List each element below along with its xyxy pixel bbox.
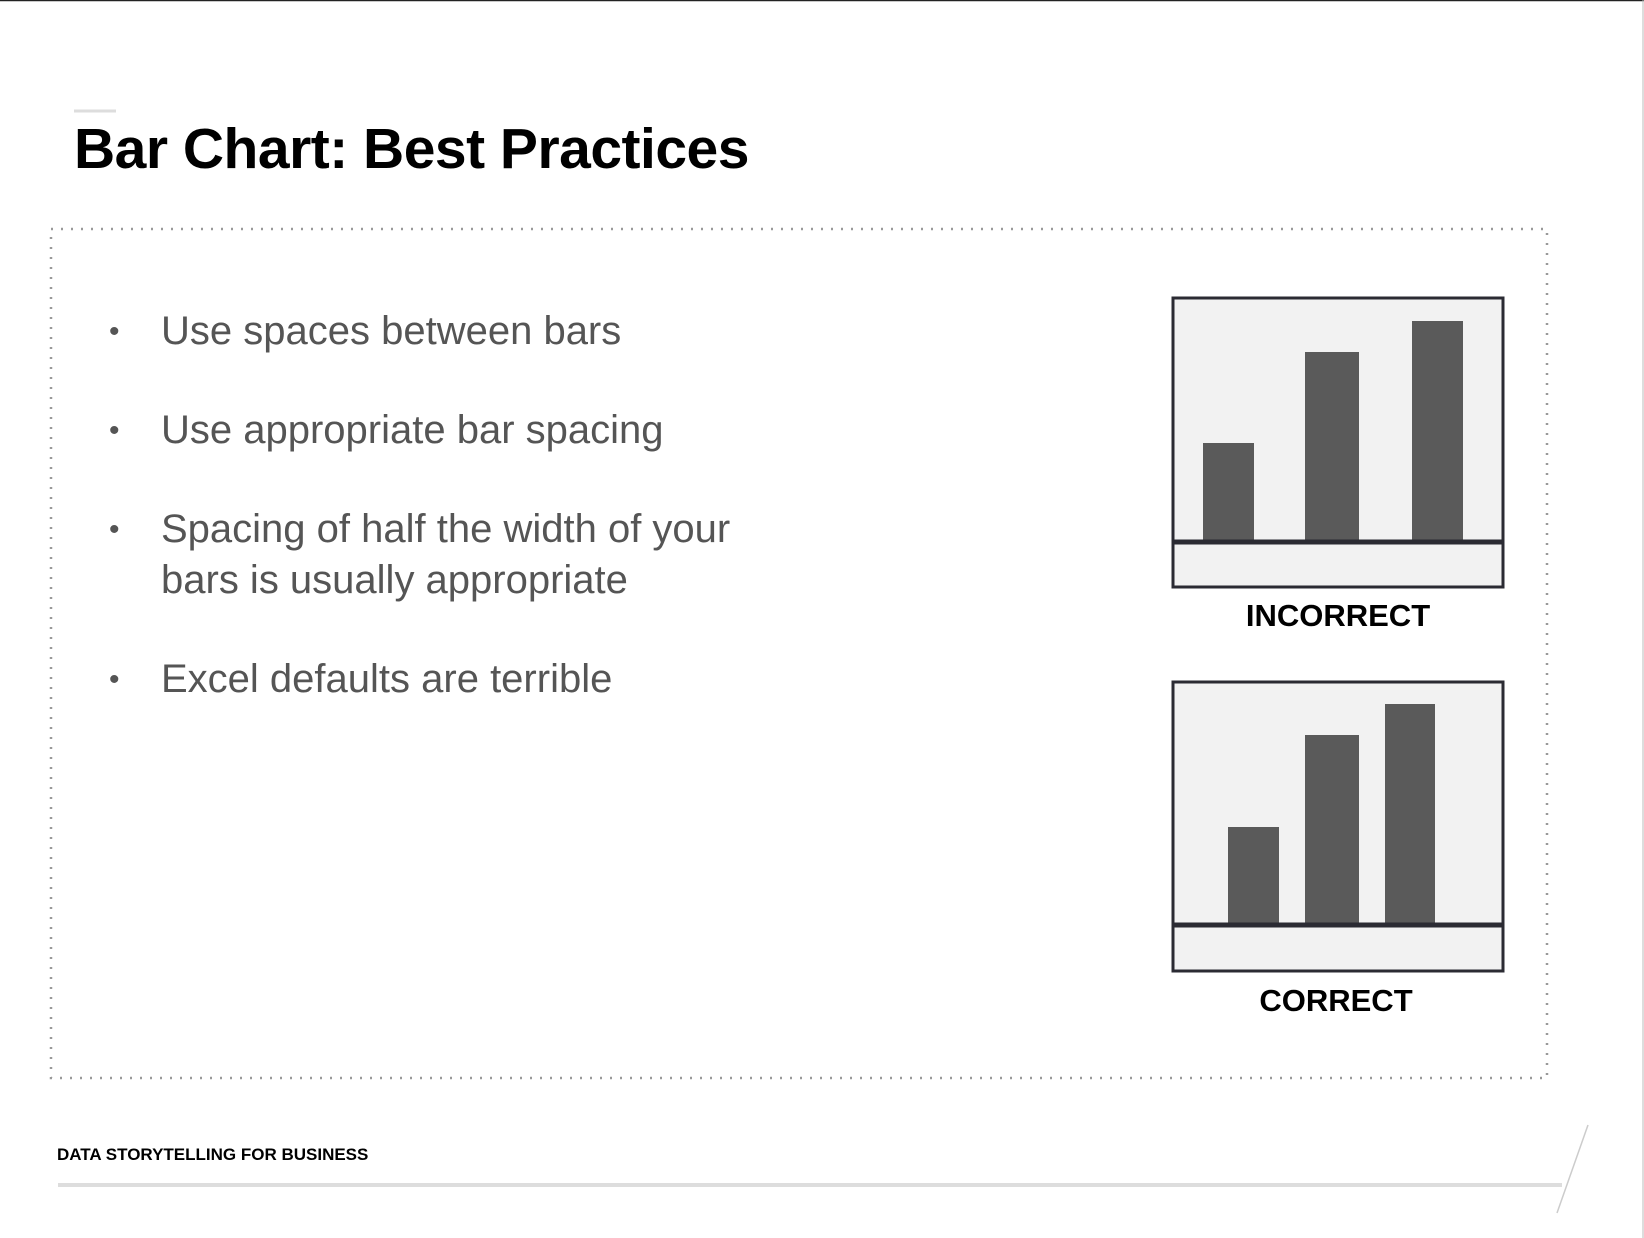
illustration-bar <box>1228 827 1279 925</box>
bullet-item: Use spaces between bars <box>109 306 761 357</box>
footer-slash <box>1556 1124 1589 1214</box>
illustration-bar <box>1385 704 1435 925</box>
bullet-item: Excel defaults are terrible <box>109 654 761 705</box>
correct-illustration <box>1171 680 1505 973</box>
bullet-item: Use appropriate bar spacing <box>109 405 761 456</box>
illustration-bar <box>1305 735 1359 925</box>
illustration-bar <box>1203 443 1254 542</box>
illustration-bar <box>1305 352 1359 542</box>
figure-label: INCORRECT <box>1245 598 1431 633</box>
content-frame <box>49 227 1549 1080</box>
illustration-bar <box>1412 321 1463 542</box>
figure-label: CORRECT <box>1259 983 1413 1018</box>
slide-title: Bar Chart: Best Practices <box>74 117 749 181</box>
bullet-list: Use spaces between bars Use appropriate … <box>109 306 775 753</box>
incorrect-illustration <box>1171 296 1505 589</box>
footer-text: DATA STORYTELLING FOR BUSINESS <box>57 1145 369 1164</box>
bullet-item: Spacing of half the width of your bars i… <box>109 504 761 606</box>
